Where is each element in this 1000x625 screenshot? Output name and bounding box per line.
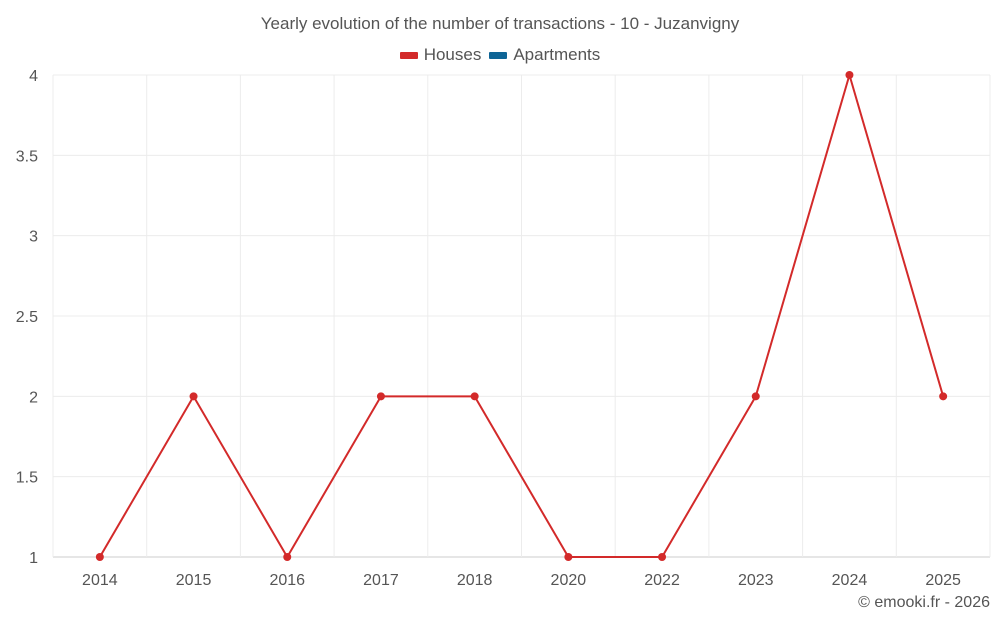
x-tick-label: 2024 <box>832 572 868 589</box>
data-point-houses-2015 <box>189 392 198 401</box>
x-tick-label: 2017 <box>363 572 399 589</box>
data-point-houses-2024 <box>845 71 854 79</box>
legend-label-houses: Houses <box>423 45 482 64</box>
legend-swatch-houses <box>399 51 418 59</box>
chart-title: Yearly evolution of the number of transa… <box>260 14 740 33</box>
y-tick-label: 1 <box>29 550 38 567</box>
y-tick-label: 2.5 <box>16 309 38 326</box>
x-tick-label: 2023 <box>738 572 774 589</box>
chart-legend: Houses Apartments <box>0 45 1000 65</box>
x-tick-label: 2015 <box>176 572 212 589</box>
data-point-houses-2020 <box>564 553 573 561</box>
y-tick-label: 3.5 <box>16 148 38 165</box>
legend-label-apartments: Apartments <box>513 45 601 64</box>
y-tick-label: 4 <box>29 68 38 85</box>
data-point-houses-2014 <box>95 553 104 561</box>
data-point-houses-2023 <box>751 392 760 401</box>
x-tick-label: 2025 <box>925 572 961 589</box>
data-point-houses-2018 <box>470 392 479 401</box>
data-point-houses-2016 <box>283 553 292 561</box>
legend-item-apartments[interactable]: Apartments <box>489 45 600 65</box>
series-line-houses <box>98 74 945 558</box>
x-tick-label: 2016 <box>269 572 305 589</box>
y-tick-label: 2 <box>29 389 38 406</box>
x-tick-label: 2014 <box>82 572 118 589</box>
data-point-houses-2022 <box>658 553 667 561</box>
data-point-houses-2017 <box>376 392 385 401</box>
data-point-houses-2025 <box>939 392 948 401</box>
x-tick-label: 2018 <box>457 572 493 589</box>
legend-swatch-apartments <box>489 51 508 59</box>
x-tick-label: 2022 <box>644 572 680 589</box>
y-tick-label: 1.5 <box>16 470 38 487</box>
y-tick-label: 3 <box>29 229 38 246</box>
legend-item-houses[interactable]: Houses <box>399 45 482 65</box>
copyright-credit: © emooki.fr - 2026 <box>858 594 990 611</box>
x-tick-label: 2020 <box>551 572 587 589</box>
